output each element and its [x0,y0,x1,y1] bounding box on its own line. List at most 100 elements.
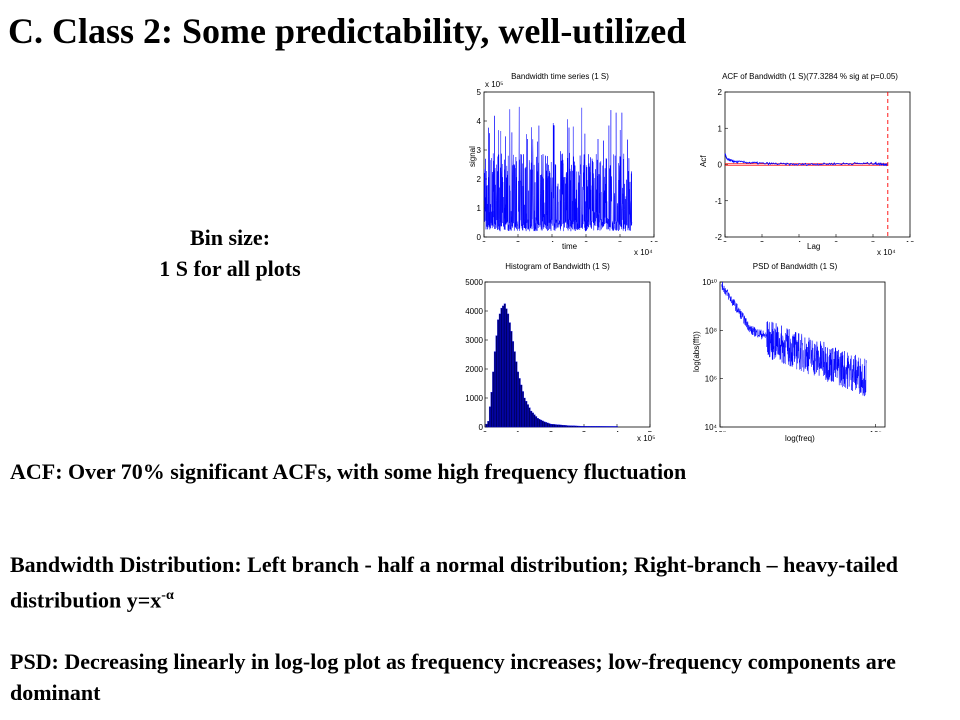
hist-bar [493,351,496,428]
hist-bar [564,425,567,428]
hist-bar [584,426,587,428]
bin-size-line1: Bin size: [189,225,271,250]
psd-xtick-label: 10⁵ [870,430,882,432]
hist-bar [495,335,498,428]
hist-ytick-label: 4000 [465,307,483,316]
acf-x-multiplier: x 10⁴ [877,248,896,257]
timeseries-y-multiplier: x 10⁵ [485,80,504,89]
hist-bar [563,425,566,428]
hist-bar [508,322,511,428]
ts-xtick-label: 10 [650,240,659,242]
acf-ytick-label: -2 [715,233,723,242]
hist-bar [502,305,505,428]
hist-bar [566,425,569,428]
acf-title: ACF of Bandwidth (1 S)(77.3284 % sig at … [722,72,898,81]
hist-bar [497,319,500,428]
hist-bar [589,426,592,428]
hist-bar [571,425,574,428]
hist-bar [551,424,554,428]
hist-bar [596,426,599,428]
timeseries-x-multiplier: x 10⁴ [634,248,653,257]
hist-bar [507,313,510,428]
hist-bar [576,425,579,428]
hist-bar [526,404,529,428]
psd-description-text: PSD: Decreasing linearly in log-log plot… [10,649,896,705]
bin-size-line2: 1 S for all plots [159,256,301,281]
timeseries-title: Bandwidth time series (1 S) [511,72,609,81]
hist-xtick-label: 4 [615,430,620,432]
hist-bar [556,424,559,428]
hist-bar [538,419,541,428]
hist-bar [525,401,528,428]
hist-bar [574,425,577,428]
ts-ytick-label: 2 [477,175,482,184]
hist-bar [579,425,582,428]
hist-bar [546,422,549,428]
psd-line [721,281,867,397]
hist-bar [500,307,503,428]
acf-xtick-label: 2 [760,240,765,242]
bin-size-note: Bin size: 1 S for all plots [120,222,340,284]
hist-bar [569,425,572,428]
hist-bar [548,423,551,428]
hist-bar [492,371,495,428]
timeseries-xlabel: time [562,242,578,251]
hist-bar [611,426,614,428]
psd-title: PSD of Bandwidth (1 S) [752,262,838,271]
hist-xtick-label: 2 [549,430,554,432]
hist-bar [606,426,609,428]
hist-bar [558,424,561,428]
hist-bar [515,361,518,428]
acf-ytick-label: 0 [718,161,723,170]
acf-xtick-label: 0 [723,240,728,242]
psd-ytick-label: 10⁴ [705,423,718,432]
hist-bar [490,392,493,428]
hist-bar [573,425,576,428]
hist-bar [599,426,602,428]
hist-bar [528,407,531,428]
ts-xtick-label: 6 [584,240,589,242]
hist-ytick-label: 5000 [465,278,483,287]
hist-bar [531,412,534,428]
acf-xtick-label: 4 [797,240,802,242]
hist-bar [586,426,589,428]
hist-xtick-label: 1 [516,430,521,432]
hist-ytick-label: 1000 [465,394,483,403]
ts-ytick-label: 5 [477,88,482,97]
acf-panel: ACF of Bandwidth (1 S)(77.3284 % sig at … [695,72,925,258]
bandwidth-distribution-description: Bandwidth Distribution: Left branch - ha… [10,549,950,615]
acf-line [724,153,888,167]
ts-signal-line [483,106,633,232]
hist-ytick-label: 2000 [465,365,483,374]
histogram-x-multiplier: x 10⁵ [637,434,656,443]
hist-bar [536,418,539,428]
hist-bar [512,341,515,428]
hist-bar [541,420,544,428]
histogram-plot: 0 1 2 3 4 5 0 1000 2000 3000 4000 5000 [465,278,653,432]
hist-bar [505,308,508,428]
hist-xtick-label: 3 [582,430,587,432]
hist-bar [543,421,546,428]
psd-ytick-label: 10¹⁰ [702,278,717,287]
hist-bar [578,425,581,428]
hist-bar [554,424,557,428]
psd-description: PSD: Decreasing linearly in log-log plot… [10,646,950,708]
acf-ytick-label: 1 [718,124,723,133]
hist-bar [604,426,607,428]
bandwidth-description-text: Bandwidth Distribution: Left branch - ha… [10,552,899,613]
ts-ytick-label: 3 [477,146,482,155]
histogram-panel: Histogram of Bandwidth (1 S) 0 1 2 3 4 5 0 1000… [455,262,660,448]
hist-bar [612,426,615,428]
hist-bar [587,426,590,428]
hist-bar [520,384,523,428]
acf-xtick-label: 10 [906,240,915,242]
psd-axes-box [719,281,886,428]
hist-bar [553,424,556,428]
acf-xlabel: Lag [807,242,821,251]
hist-bar [568,425,571,428]
hist-bar [601,426,604,428]
hist-bar [545,422,548,428]
hist-bar [503,303,506,428]
hist-bar [602,426,605,428]
ts-ytick-label: 4 [477,117,482,126]
